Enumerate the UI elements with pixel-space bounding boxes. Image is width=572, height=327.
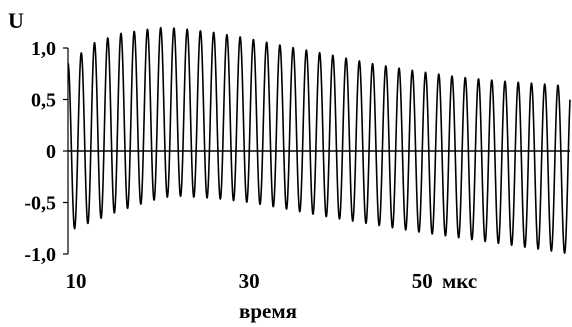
y-tick-label: 0 bbox=[46, 141, 56, 163]
y-ticks bbox=[63, 47, 68, 255]
y-tick-label: -1,0 bbox=[24, 244, 56, 266]
x-unit-label: мкс bbox=[442, 269, 477, 293]
y-tick-label: -0,5 bbox=[24, 193, 56, 215]
y-axis-label: U bbox=[8, 8, 24, 33]
y-tick-labels: 1,0 0,5 0 -0,5 -1,0 bbox=[24, 38, 56, 266]
series-line bbox=[67, 26, 571, 254]
x-axis-label: время bbox=[239, 299, 297, 323]
x-tick-labels: 10 30 50 bbox=[66, 269, 433, 293]
x-tick-label: 30 bbox=[239, 269, 260, 293]
x-tick-label: 10 bbox=[66, 269, 87, 293]
y-tick-label: 1,0 bbox=[31, 38, 56, 60]
y-tick-label: 0,5 bbox=[31, 90, 56, 112]
x-tick-label: 50 bbox=[412, 269, 433, 293]
